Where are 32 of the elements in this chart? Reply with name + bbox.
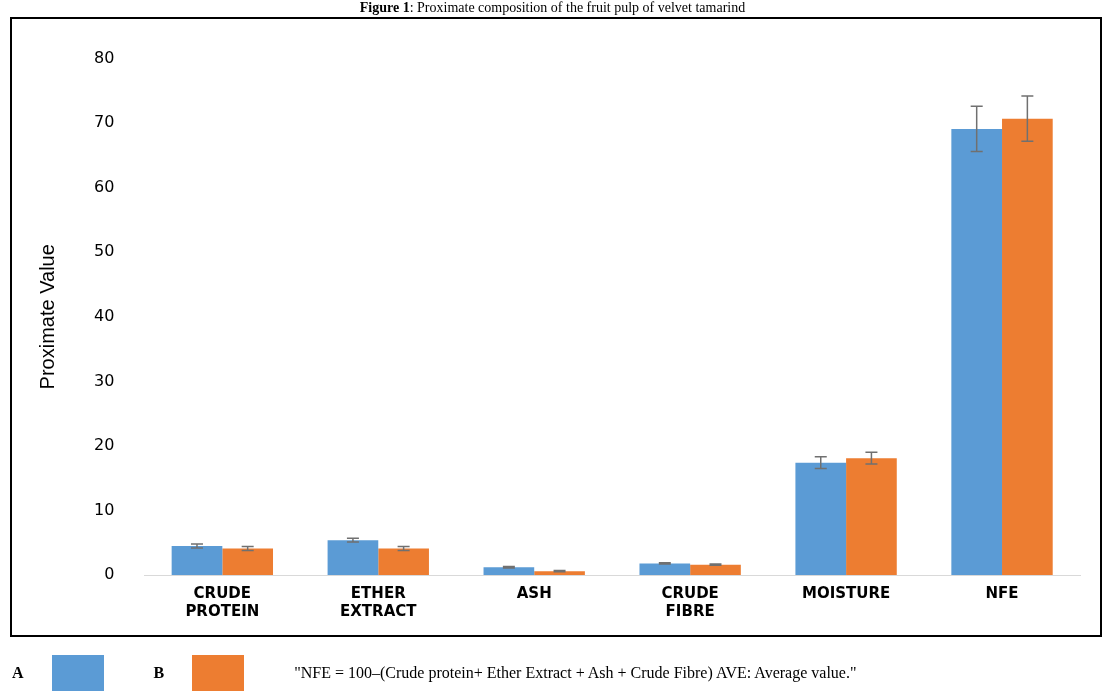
y-tick-label: 70 — [94, 112, 115, 132]
bar — [951, 128, 1003, 575]
bar — [327, 540, 379, 575]
y-tick-label: 60 — [94, 176, 115, 196]
bar — [378, 548, 429, 575]
x-tick-label: NFE — [985, 583, 1019, 602]
bar — [846, 458, 897, 575]
y-axis-title: Proximate Value — [35, 244, 58, 390]
y-tick-label: 0 — [104, 564, 115, 584]
bar — [1002, 118, 1053, 575]
bar — [795, 462, 847, 575]
text: "NFE = 100–(Crude protein+ Ether Extract + Ash + Crude Fibre) AVE: Average value." — [294, 664, 857, 682]
x-tick-label: CRUDE FIBRE — [661, 583, 719, 620]
x-tick-label: ETHER EXTRACT — [340, 583, 418, 620]
y-tick-label: 10 — [94, 499, 115, 519]
bar — [534, 571, 585, 575]
bar — [483, 567, 535, 575]
y-tick-label: 50 — [94, 241, 115, 261]
chart-title: Figure 1: Proximate composition of the fruit pulp of velvet tamarind — [358, 0, 747, 16]
x-tick-label: ASH — [516, 583, 552, 602]
y-tick-label: 40 — [94, 305, 115, 325]
y-tick-label: 30 — [94, 370, 115, 390]
bar — [171, 545, 223, 575]
legend-label: A — [12, 664, 24, 682]
legend-label: B — [153, 664, 165, 682]
bar — [222, 548, 274, 575]
y-tick-label: 80 — [94, 47, 115, 67]
x-tick-label: CRUDE PROTEIN — [185, 583, 260, 620]
x-tick-label: MOISTURE — [801, 583, 891, 602]
bar — [690, 564, 741, 575]
y-tick-label: 20 — [94, 435, 115, 455]
bar — [639, 563, 691, 575]
